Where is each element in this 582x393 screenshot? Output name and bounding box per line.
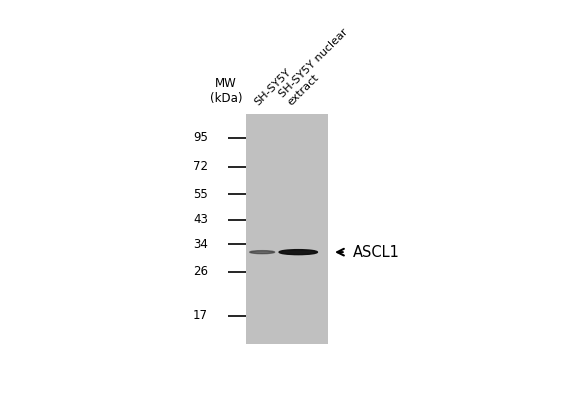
- Text: ASCL1: ASCL1: [353, 244, 399, 260]
- Text: 26: 26: [193, 266, 208, 279]
- Text: 55: 55: [193, 188, 208, 201]
- Ellipse shape: [279, 250, 317, 255]
- Text: SH-SY5Y: SH-SY5Y: [253, 67, 293, 108]
- Text: 43: 43: [193, 213, 208, 226]
- Text: 34: 34: [193, 238, 208, 251]
- Text: 95: 95: [193, 131, 208, 144]
- Ellipse shape: [250, 251, 275, 253]
- Text: 17: 17: [193, 309, 208, 323]
- Text: 72: 72: [193, 160, 208, 173]
- Text: MW
(kDa): MW (kDa): [210, 77, 242, 105]
- Text: SH-SY5Y nuclear
extract: SH-SY5Y nuclear extract: [278, 27, 359, 108]
- Bar: [246, 114, 328, 344]
